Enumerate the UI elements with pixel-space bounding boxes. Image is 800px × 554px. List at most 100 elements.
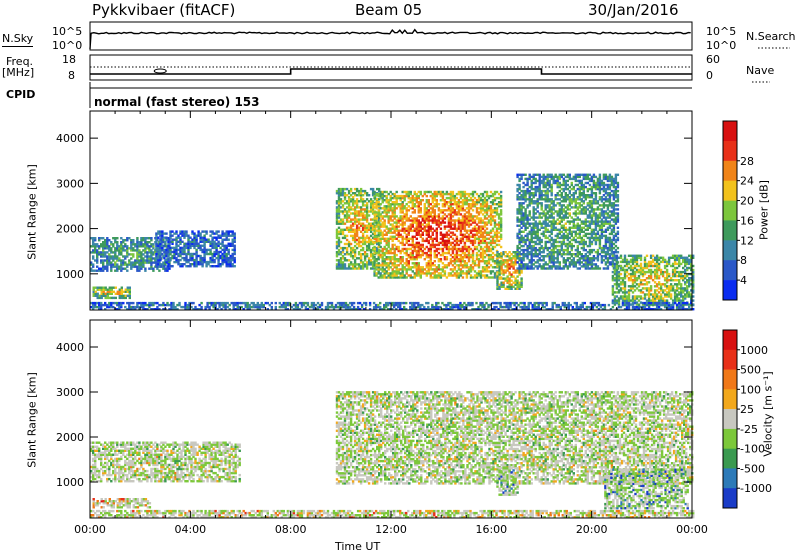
power-cell [489, 235, 493, 238]
power-cell [502, 251, 505, 254]
power-cell [337, 216, 341, 219]
power-cell [377, 245, 380, 249]
power-cell [435, 270, 438, 273]
power-cell [401, 241, 404, 245]
power-cell [485, 194, 489, 198]
power-cell [389, 199, 392, 202]
power-cell [411, 251, 414, 255]
power-cell [353, 218, 357, 221]
power-cell [435, 256, 438, 259]
power-cell [437, 260, 441, 263]
power-cell [526, 251, 529, 254]
power-cell [161, 236, 164, 239]
power-cell [391, 235, 394, 238]
power-cell [389, 203, 392, 206]
power-cell [467, 209, 471, 212]
power-cell [407, 205, 410, 208]
power-cell [463, 203, 467, 206]
power-cell [520, 212, 523, 215]
power-cell [421, 268, 424, 271]
power-cell [337, 263, 341, 266]
power-cell [496, 255, 499, 258]
power-cell [431, 221, 434, 224]
power-cell [181, 263, 184, 266]
power-cell [463, 253, 467, 257]
power-cell [148, 259, 151, 262]
power-cell [477, 239, 481, 243]
power-cell [502, 259, 505, 262]
power-cell [491, 227, 495, 230]
power-cell [401, 229, 404, 232]
power-cell [365, 218, 369, 221]
power-cell [423, 247, 426, 251]
power-cell [359, 196, 363, 199]
power-cell [429, 229, 432, 232]
power-cell [150, 251, 153, 254]
power-cell [417, 196, 420, 200]
power-cell [477, 194, 481, 198]
power-cell [403, 231, 406, 234]
power-cell [542, 230, 545, 233]
power-cell [437, 251, 441, 255]
power-cell [407, 264, 410, 267]
power-cell [116, 259, 119, 262]
power-cell [233, 252, 236, 256]
power-cell [481, 199, 485, 202]
power-cell [411, 203, 414, 206]
power-cell [443, 270, 447, 273]
power-cell [612, 226, 616, 229]
power-cell [489, 229, 493, 232]
power-cell [516, 248, 519, 252]
power-cell [193, 232, 196, 235]
power-cell [92, 241, 95, 244]
power-cell [335, 210, 339, 213]
power-cell [520, 236, 523, 240]
power-cell [195, 234, 198, 237]
power-cell [395, 260, 398, 263]
power-cell [481, 213, 485, 216]
power-cell [453, 225, 457, 228]
power-cell [419, 270, 422, 273]
power-cell [114, 296, 117, 300]
power-cell [385, 213, 388, 216]
power-cell [231, 242, 234, 245]
power-cell [401, 223, 404, 226]
power-cell [335, 234, 339, 238]
power-cell [479, 211, 483, 214]
power-cell [191, 230, 194, 233]
power-cell [516, 194, 519, 197]
power-cell [397, 219, 400, 222]
power-cell [544, 267, 547, 270]
power-cell [457, 249, 461, 253]
power-cell [524, 238, 527, 242]
power-cell [483, 221, 487, 224]
power-cell [110, 251, 113, 254]
power-cell [483, 199, 487, 202]
power-cell [427, 229, 430, 232]
power-cell [407, 233, 410, 236]
power-cell [584, 248, 587, 252]
power-cell [399, 205, 402, 208]
power-cell [130, 267, 133, 270]
power-cell [538, 181, 541, 185]
power-cell [144, 241, 147, 244]
power-cell [518, 287, 521, 290]
power-cell [395, 245, 398, 249]
power-cell [221, 230, 224, 233]
power-cell [471, 194, 475, 198]
power-cell [518, 271, 521, 274]
power-cell [349, 220, 353, 223]
power-cell [496, 257, 499, 260]
power-cell [504, 271, 507, 274]
power-cell [499, 205, 503, 208]
power-cell [439, 253, 443, 257]
power-cell [353, 263, 357, 266]
power-cell [447, 272, 451, 275]
power-cell [451, 256, 455, 259]
power-cell [455, 196, 459, 200]
power-cell [195, 263, 198, 266]
power-cell [532, 263, 535, 266]
power-cell [487, 266, 491, 269]
power-cell [473, 201, 477, 204]
power-cell [375, 217, 378, 220]
